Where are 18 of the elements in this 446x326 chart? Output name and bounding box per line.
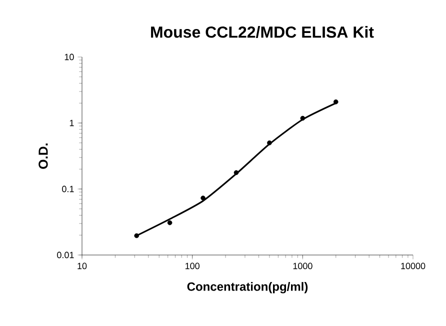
x-axis-title: Concentration(pg/ml) [187, 282, 308, 294]
y-tick-label: 0.01 [57, 252, 74, 258]
point [234, 170, 239, 176]
point [267, 140, 272, 146]
point [300, 116, 306, 121]
point [134, 233, 139, 238]
y-tick-label: 10 [64, 54, 74, 60]
y-axis-title: O.D. [38, 144, 48, 169]
x-tick-label: 100 [186, 262, 200, 270]
y-tick-label: 0.1 [62, 186, 74, 192]
x-tick-label: 10 [78, 262, 87, 270]
y-tick-label: 1 [70, 120, 74, 126]
point [200, 196, 206, 200]
x-tick-label: 1000 [293, 262, 312, 270]
point [167, 220, 172, 226]
x-tick-label: 10000 [401, 262, 426, 270]
point [333, 99, 338, 104]
chart-title: Mouse CCL22/MDC ELISA Kit [151, 26, 374, 38]
